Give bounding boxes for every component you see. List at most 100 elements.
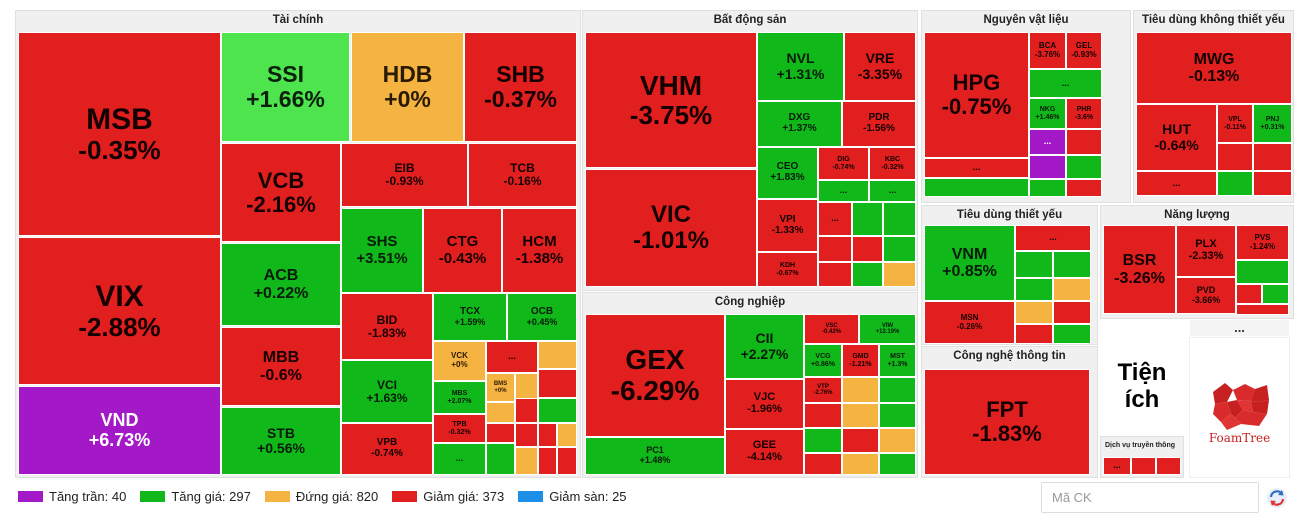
legend-ceiling[interactable]: Tăng trần: 40 — [18, 489, 126, 504]
stock-tile-plx[interactable]: PLX -2.33% — [1176, 225, 1236, 277]
stock-tile-pvs[interactable]: PVS -1.24% — [1236, 225, 1289, 260]
stock-tile-phr[interactable]: PHR -3.6% — [1066, 98, 1102, 129]
stock-tile-small[interactable] — [842, 453, 879, 475]
stock-tile-pc1[interactable]: PC1 +1.48% — [585, 437, 725, 475]
stock-tile-small[interactable] — [1015, 301, 1053, 324]
legend-unchanged[interactable]: Đứng giá: 820 — [264, 489, 378, 504]
stock-tile-mbb[interactable]: MBB -0.6% — [221, 327, 341, 406]
stock-tile-gmd[interactable]: GMD -1.21% — [842, 344, 879, 377]
stock-tile-collapsed[interactable]: ... — [1029, 129, 1066, 155]
stock-tile-small[interactable] — [1066, 155, 1102, 179]
stock-tile-ssi[interactable]: SSI +1.66% — [221, 32, 350, 142]
stock-tile-viw[interactable]: VIW +13.19% — [859, 314, 916, 344]
stock-tile-collapsed[interactable]: ... — [433, 443, 486, 475]
stock-tile-gel[interactable]: GEL -0.93% — [1066, 32, 1102, 69]
stock-tile-small[interactable] — [1029, 179, 1066, 197]
stock-tile-small[interactable] — [538, 447, 557, 475]
stock-tile-collapsed[interactable]: ... — [1029, 69, 1102, 98]
stock-tile-vnm[interactable]: VNM +0.85% — [924, 225, 1015, 301]
stock-tile-small[interactable] — [515, 423, 538, 447]
stock-tile-vix[interactable]: VIX -2.88% — [18, 237, 221, 385]
stock-tile-small[interactable] — [486, 402, 515, 423]
stock-tile-small[interactable] — [1217, 143, 1253, 171]
stock-tile-small[interactable] — [842, 403, 879, 428]
stock-tile-collapsed[interactable]: ... — [486, 341, 538, 373]
stock-tile-small[interactable] — [1053, 251, 1091, 278]
stock-tile-dxg[interactable]: DXG +1.37% — [757, 101, 842, 147]
stock-tile-small[interactable] — [842, 428, 879, 453]
stock-tile-gee[interactable]: GEE -4.14% — [725, 429, 804, 475]
stock-tile-small[interactable] — [1236, 304, 1289, 315]
stock-tile-ceo[interactable]: CEO +1.83% — [757, 147, 818, 199]
stock-tile-vre[interactable]: VRE -3.35% — [844, 32, 916, 101]
stock-tile-small[interactable] — [879, 377, 916, 403]
stock-tile-mbs[interactable]: MBS +2.07% — [433, 381, 486, 414]
stock-tile-kdh[interactable]: KDH -0.67% — [757, 252, 818, 287]
stock-tile-eib[interactable]: EIB -0.93% — [341, 143, 468, 207]
stock-tile-small[interactable] — [557, 447, 577, 475]
stock-tile-vci[interactable]: VCI +1.63% — [341, 360, 433, 423]
stock-tile-small[interactable] — [1015, 324, 1053, 344]
stock-tile-small[interactable] — [924, 178, 1029, 197]
stock-tile-small[interactable] — [1217, 171, 1253, 196]
stock-tile-collapsed[interactable]: ... — [1015, 225, 1091, 251]
stock-tile-msn[interactable]: MSN -0.26% — [924, 301, 1015, 344]
stock-tile-small[interactable] — [818, 262, 852, 287]
stock-tile-small[interactable] — [1029, 155, 1066, 179]
stock-tile-small[interactable] — [852, 202, 883, 236]
stock-tile-pdr[interactable]: PDR -1.56% — [842, 101, 916, 147]
stock-tile-small[interactable] — [1053, 278, 1091, 301]
stock-tile-small[interactable] — [1262, 284, 1289, 304]
stock-tile-small[interactable] — [538, 398, 577, 423]
stock-tile-acb[interactable]: ACB +0.22% — [221, 243, 341, 326]
stock-tile-pvd[interactable]: PVD -3.66% — [1176, 277, 1236, 314]
stock-tile-vpl[interactable]: VPL -0.11% — [1217, 104, 1253, 143]
stock-tile-bca[interactable]: BCA -3.76% — [1029, 32, 1066, 69]
stock-tile-small[interactable] — [1156, 457, 1181, 475]
stock-tile-small[interactable] — [818, 236, 852, 262]
legend-up[interactable]: Tăng giá: 297 — [140, 489, 251, 504]
stock-tile-small[interactable] — [1253, 171, 1292, 196]
stock-tile-tcb[interactable]: TCB -0.16% — [468, 143, 577, 207]
stock-tile-small[interactable] — [1236, 260, 1289, 284]
stock-tile-small[interactable] — [1053, 324, 1091, 344]
stock-tile-small[interactable] — [879, 428, 916, 453]
stock-tile-shb[interactable]: SHB -0.37% — [464, 32, 577, 142]
stock-tile-small[interactable] — [538, 369, 577, 398]
stock-tile-small[interactable] — [883, 236, 916, 262]
stock-tile-small[interactable] — [1236, 284, 1262, 304]
stock-tile-msb[interactable]: MSB -0.35% — [18, 32, 221, 236]
stock-tile-small[interactable] — [883, 262, 916, 287]
legend-down[interactable]: Giảm giá: 373 — [392, 489, 504, 504]
stock-tile-shs[interactable]: SHS +3.51% — [341, 208, 423, 293]
stock-tile-bms[interactable]: BMS +0% — [486, 373, 515, 402]
stock-tile-nkg[interactable]: NKG +1.46% — [1029, 98, 1066, 129]
stock-tile-collapsed[interactable]: ... — [924, 158, 1029, 178]
stock-tile-small[interactable] — [852, 236, 883, 262]
stock-tile-small[interactable] — [515, 447, 538, 475]
stock-tile-small[interactable] — [486, 443, 515, 475]
stock-tile-tpb[interactable]: TPB -0.32% — [433, 414, 486, 443]
stock-tile-small[interactable] — [852, 262, 883, 287]
stock-tile-collapsed[interactable]: ... — [818, 180, 869, 202]
stock-tile-small[interactable] — [804, 403, 842, 428]
refresh-icon[interactable] — [1266, 487, 1288, 509]
stock-tile-small[interactable] — [1066, 179, 1102, 197]
stock-tile-small[interactable] — [842, 377, 879, 403]
stock-tile-vtp[interactable]: VTP -2.76% — [804, 377, 842, 403]
stock-tile-tcx[interactable]: TCX +1.59% — [433, 293, 507, 341]
stock-tile-collapsed[interactable]: ... — [818, 202, 852, 236]
stock-tile-stb[interactable]: STB +0.56% — [221, 407, 341, 475]
stock-tile-hpg[interactable]: HPG -0.75% — [924, 32, 1029, 158]
stock-tile-hcm[interactable]: HCM -1.38% — [502, 208, 577, 293]
stock-tile-hut[interactable]: HUT -0.64% — [1136, 104, 1217, 171]
collapsed-group[interactable]: ... — [1189, 319, 1290, 337]
stock-tile-vsc[interactable]: VSC -0.42% — [804, 314, 859, 344]
stock-tile-small[interactable] — [515, 398, 538, 423]
stock-tile-dig[interactable]: DIG -0.74% — [818, 147, 869, 180]
stock-tile-small[interactable] — [1066, 129, 1102, 155]
stock-tile-collapsed[interactable]: ... — [869, 180, 916, 202]
stock-tile-vjc[interactable]: VJC -1.96% — [725, 379, 804, 429]
stock-tile-collapsed[interactable]: ... — [1136, 171, 1217, 196]
stock-tile-mst[interactable]: MST +1.3% — [879, 344, 916, 377]
